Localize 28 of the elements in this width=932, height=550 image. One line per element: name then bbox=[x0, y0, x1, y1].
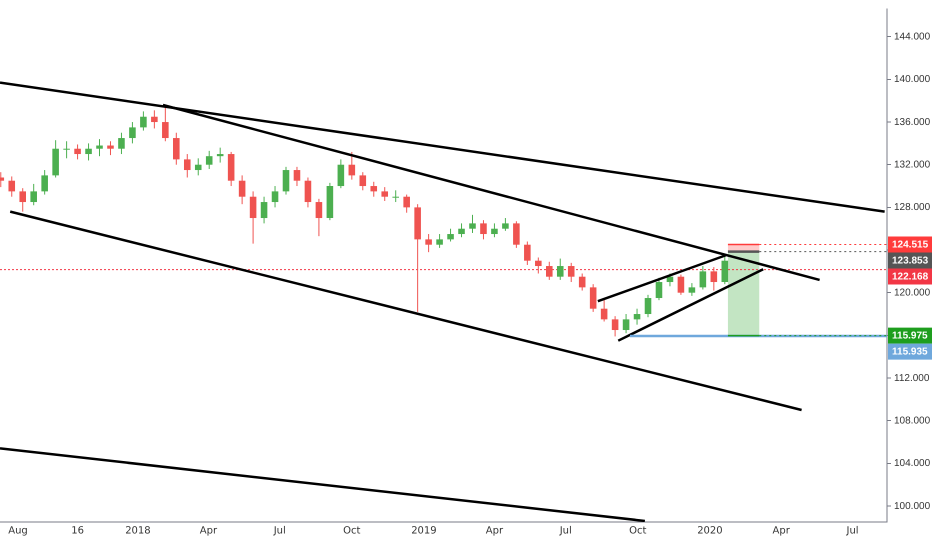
y-tick-label: 112.000 bbox=[894, 372, 930, 384]
x-tick-label: Apr bbox=[200, 526, 218, 537]
y-tick-label: 100.000 bbox=[894, 500, 931, 512]
y-tick-label: 136.000 bbox=[894, 116, 931, 128]
annotation: 115.935 bbox=[892, 346, 928, 358]
y-tick-label: 128.000 bbox=[894, 202, 931, 214]
x-tick-label: Jul bbox=[272, 526, 286, 537]
annotation: 123.853 bbox=[892, 255, 929, 266]
x-tick-label: Jul bbox=[558, 526, 572, 537]
x-tick-label: Apr bbox=[772, 526, 791, 537]
x-tick-label: 2018 bbox=[125, 526, 151, 537]
x-tick-label: 2020 bbox=[697, 526, 723, 537]
y-tick-label: 140.000 bbox=[894, 74, 931, 86]
y-tick-label: 104.000 bbox=[894, 458, 931, 470]
y-tick-label: 108.000 bbox=[894, 415, 931, 426]
y-tick-label: 132.000 bbox=[894, 159, 931, 170]
x-tick-label: Jul bbox=[845, 526, 859, 537]
x-tick-label: Aug bbox=[8, 526, 28, 537]
x-tick-label: Apr bbox=[486, 526, 504, 537]
x-tick-label: 16 bbox=[71, 526, 84, 537]
x-tick-label: Oct bbox=[343, 526, 361, 537]
ref-line-label: 122.168 bbox=[892, 271, 929, 282]
annotation: 115.975 bbox=[892, 330, 928, 342]
x-tick-label: Oct bbox=[629, 526, 647, 537]
y-tick-label: 144.000 bbox=[894, 31, 931, 42]
annotation: 124.515 bbox=[892, 239, 929, 250]
y-tick-label: 120.000 bbox=[894, 287, 931, 298]
x-tick-label: 2019 bbox=[411, 526, 437, 537]
